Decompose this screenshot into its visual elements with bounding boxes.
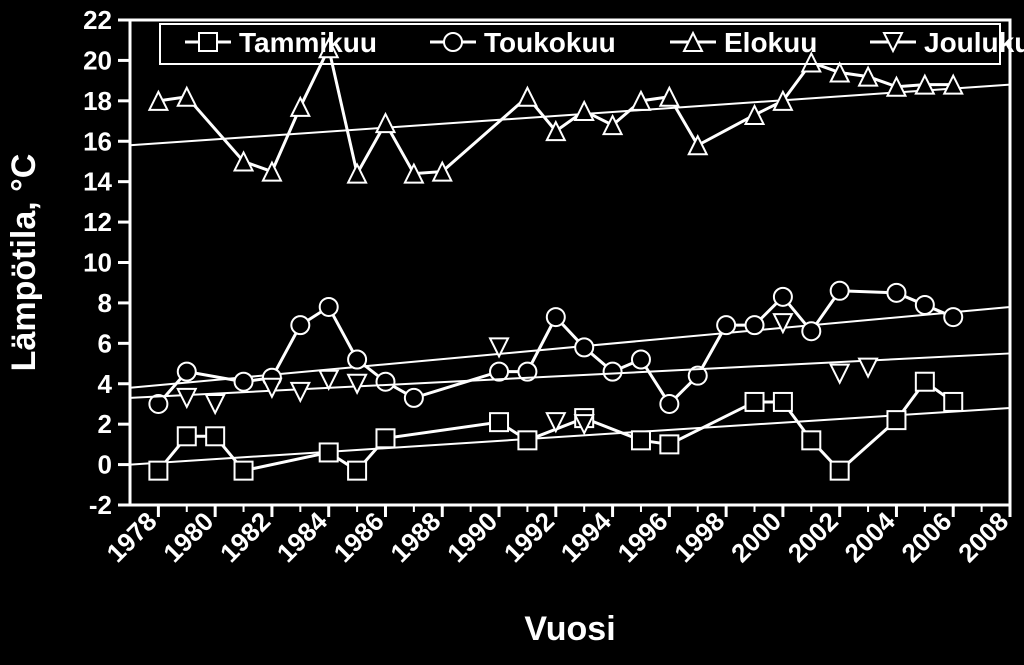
y-tick-label: 2 — [98, 409, 112, 439]
x-tick-label: 1998 — [668, 506, 730, 568]
series-tammikuu — [130, 373, 1010, 480]
y-tick-label: 0 — [98, 450, 112, 480]
legend-label: Elokuu — [724, 27, 817, 58]
legend-item: Toukokuu — [430, 27, 616, 58]
y-axis-label: Lämpötila, °C — [5, 154, 43, 372]
legend-item: Elokuu — [670, 27, 817, 58]
y-tick-label: 12 — [83, 207, 112, 237]
x-tick-label: 2008 — [952, 506, 1014, 568]
x-tick-label: 2000 — [725, 506, 787, 568]
series-elokuu — [130, 39, 1010, 182]
y-tick-label: 16 — [83, 126, 112, 156]
y-tick-label: 22 — [83, 5, 112, 35]
y-tick-label: 18 — [83, 86, 112, 116]
y-tick-label: 4 — [98, 369, 113, 399]
x-tick-label: 1994 — [555, 506, 617, 568]
legend-item: Tammikuu — [185, 27, 377, 58]
x-tick-label: 1982 — [214, 506, 276, 568]
legend-label: Tammikuu — [239, 27, 377, 58]
y-tick-label: -2 — [89, 490, 112, 520]
legend-label: Joulukuu — [924, 27, 1024, 58]
x-tick-label: 2002 — [782, 506, 844, 568]
x-tick-label: 2004 — [839, 506, 901, 568]
x-tick-label: 1984 — [271, 506, 333, 568]
x-tick-label: 2006 — [895, 506, 957, 568]
temperature-chart: -202468101214161820221978198019821984198… — [0, 0, 1024, 665]
x-tick-label: 1986 — [328, 506, 390, 568]
legend-item: Joulukuu — [870, 27, 1024, 58]
x-tick-label: 1980 — [157, 506, 219, 568]
y-tick-label: 14 — [83, 167, 112, 197]
y-tick-label: 6 — [98, 328, 112, 358]
x-tick-label: 1990 — [441, 506, 503, 568]
x-tick-label: 1996 — [611, 506, 673, 568]
x-tick-label: 1992 — [498, 506, 560, 568]
legend-label: Toukokuu — [484, 27, 616, 58]
y-tick-label: 8 — [98, 288, 112, 318]
x-axis-label: Vuosi — [524, 610, 615, 648]
series-toukokuu — [130, 282, 1010, 413]
y-tick-label: 20 — [83, 45, 112, 75]
y-tick-label: 10 — [83, 248, 112, 278]
x-tick-label: 1988 — [384, 506, 446, 568]
chart-svg: -202468101214161820221978198019821984198… — [0, 0, 1024, 665]
